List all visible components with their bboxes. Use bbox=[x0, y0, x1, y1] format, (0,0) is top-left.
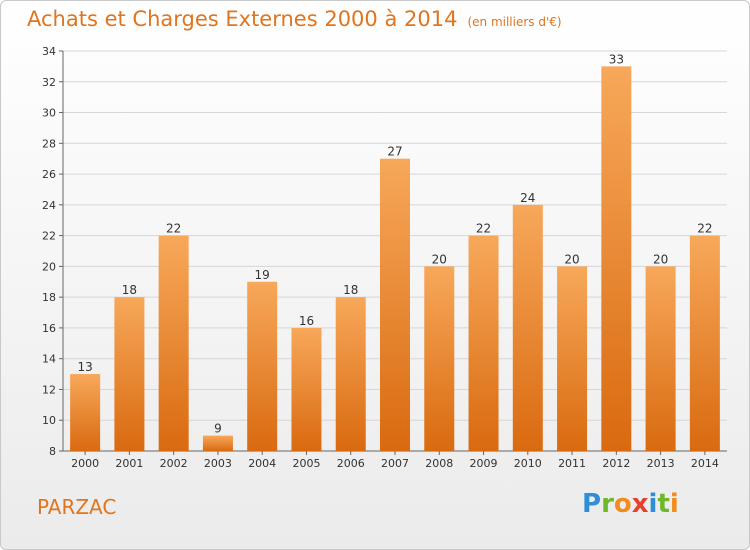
bar bbox=[380, 158, 410, 451]
bar bbox=[247, 281, 278, 451]
bar-value-label: 22 bbox=[697, 222, 712, 236]
logo-letter: t bbox=[657, 489, 670, 519]
x-tick-label: 2002 bbox=[160, 457, 188, 470]
chart-title: Achats et Charges Externes 2000 à 2014 (e… bbox=[27, 7, 562, 31]
x-tick-label: 2009 bbox=[470, 457, 498, 470]
y-tick-label: 12 bbox=[42, 383, 56, 396]
x-tick-label: 2011 bbox=[558, 457, 586, 470]
bar-value-label: 19 bbox=[255, 268, 270, 282]
x-tick-label: 2013 bbox=[647, 457, 675, 470]
y-tick-label: 34 bbox=[42, 45, 56, 58]
y-tick-label: 20 bbox=[42, 260, 56, 273]
x-tick-label: 2000 bbox=[71, 457, 99, 470]
y-tick-label: 14 bbox=[42, 353, 56, 366]
bar bbox=[202, 435, 233, 451]
x-tick-label: 2008 bbox=[425, 457, 453, 470]
bar bbox=[468, 235, 499, 451]
bar bbox=[291, 327, 322, 451]
chart-unit: (en milliers d'€) bbox=[467, 15, 562, 29]
bar-value-label: 9 bbox=[214, 422, 222, 436]
y-tick-label: 32 bbox=[42, 76, 56, 89]
bar-value-label: 18 bbox=[122, 283, 137, 297]
x-tick-label: 2003 bbox=[204, 457, 232, 470]
bar-value-label: 20 bbox=[564, 252, 579, 266]
logo-letter: P bbox=[582, 489, 602, 519]
chart-title-text: Achats et Charges Externes 2000 à 2014 bbox=[27, 7, 458, 31]
y-tick-label: 28 bbox=[42, 137, 56, 150]
bar bbox=[158, 235, 189, 451]
bar bbox=[335, 297, 366, 451]
bar-value-label: 24 bbox=[520, 191, 535, 205]
y-tick-label: 30 bbox=[42, 107, 56, 120]
bar bbox=[601, 66, 632, 451]
x-tick-label: 2010 bbox=[514, 457, 542, 470]
x-tick-label: 2006 bbox=[337, 457, 365, 470]
y-tick-label: 16 bbox=[42, 322, 56, 335]
y-tick-label: 18 bbox=[42, 291, 56, 304]
bar-value-label: 27 bbox=[387, 145, 402, 159]
bar-value-label: 13 bbox=[77, 360, 92, 374]
y-tick-label: 24 bbox=[42, 199, 56, 212]
y-tick-label: 26 bbox=[42, 168, 56, 181]
y-tick-label: 8 bbox=[49, 445, 56, 458]
bar bbox=[114, 297, 145, 451]
bar bbox=[645, 266, 676, 451]
bar bbox=[512, 204, 543, 451]
bar-value-label: 20 bbox=[653, 252, 668, 266]
logo-letter: i bbox=[648, 489, 658, 519]
bar-value-label: 33 bbox=[609, 52, 624, 66]
bar-value-label: 22 bbox=[166, 222, 181, 236]
x-tick-label: 2005 bbox=[292, 457, 320, 470]
x-tick-label: 2007 bbox=[381, 457, 409, 470]
x-tick-label: 2004 bbox=[248, 457, 276, 470]
x-tick-label: 2014 bbox=[691, 457, 719, 470]
logo-letter: i bbox=[669, 489, 679, 519]
y-tick-label: 10 bbox=[42, 414, 56, 427]
bar-value-label: 18 bbox=[343, 283, 358, 297]
bar bbox=[70, 374, 101, 451]
proxiti-logo: Proxiti bbox=[582, 489, 679, 519]
bar-value-label: 22 bbox=[476, 222, 491, 236]
x-tick-label: 2012 bbox=[602, 457, 630, 470]
bar-value-label: 20 bbox=[432, 252, 447, 266]
place-name: PARZAC bbox=[37, 495, 117, 519]
bar bbox=[557, 266, 588, 451]
logo-letter: r bbox=[601, 489, 614, 519]
y-tick-label: 22 bbox=[42, 230, 56, 243]
logo-letter: o bbox=[613, 489, 632, 519]
bar bbox=[689, 235, 720, 451]
bar bbox=[424, 266, 455, 451]
logo-letter: x bbox=[631, 489, 649, 519]
x-tick-label: 2001 bbox=[115, 457, 143, 470]
bar-value-label: 16 bbox=[299, 314, 314, 328]
